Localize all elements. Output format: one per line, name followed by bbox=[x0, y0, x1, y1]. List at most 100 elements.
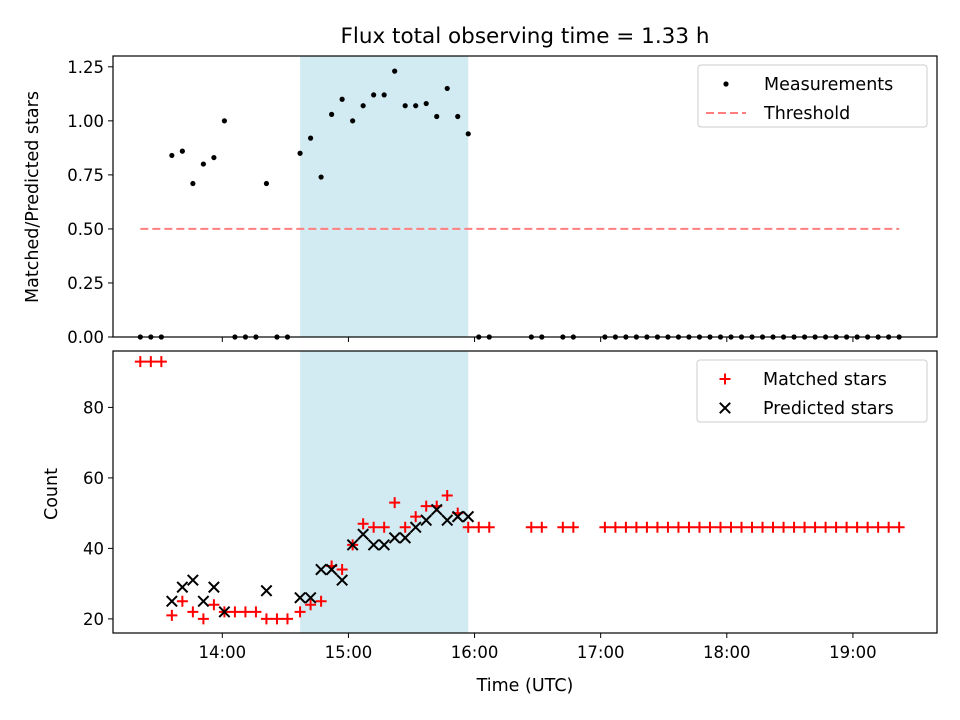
data-point bbox=[378, 521, 390, 533]
data-point bbox=[883, 521, 895, 533]
data-point bbox=[609, 521, 621, 533]
data-point bbox=[683, 521, 695, 533]
data-point bbox=[208, 599, 220, 611]
legend-marker bbox=[719, 373, 731, 385]
data-point bbox=[294, 591, 306, 604]
data-point bbox=[229, 606, 241, 618]
legend: Matched stars Predicted stars bbox=[696, 359, 928, 423]
data-point bbox=[620, 521, 632, 533]
data-point bbox=[165, 595, 178, 608]
legend-box bbox=[697, 64, 928, 128]
data-point bbox=[778, 521, 790, 533]
data-point bbox=[465, 131, 471, 137]
data-point bbox=[315, 563, 328, 576]
data-point bbox=[260, 613, 272, 625]
top-panel: 0.00 0.25 0.50 0.75 1.00 1.25 Measurements Thre… bbox=[67, 55, 938, 347]
data-point bbox=[599, 521, 611, 533]
data-point bbox=[197, 613, 209, 625]
legend: Measurements Threshold bbox=[697, 64, 928, 128]
data-point bbox=[190, 180, 196, 187]
data-point bbox=[473, 521, 485, 533]
data-point bbox=[830, 521, 842, 533]
data-point bbox=[392, 68, 398, 74]
data-point bbox=[304, 591, 317, 604]
y-tick-label: 0.75 bbox=[67, 166, 104, 185]
data-point bbox=[263, 180, 270, 187]
data-point bbox=[430, 503, 443, 516]
data-point bbox=[567, 521, 579, 533]
data-point bbox=[462, 510, 475, 523]
series-matched-stars bbox=[134, 356, 905, 625]
data-point bbox=[169, 152, 175, 159]
data-point bbox=[187, 606, 199, 618]
y-tick-label: 1.00 bbox=[67, 112, 104, 131]
data-point bbox=[872, 521, 884, 533]
data-point bbox=[536, 521, 548, 533]
data-point bbox=[746, 521, 758, 533]
axes-frame bbox=[112, 350, 938, 634]
series-predicted-stars bbox=[165, 503, 475, 618]
data-point bbox=[186, 574, 199, 587]
legend-box bbox=[696, 359, 928, 423]
data-point bbox=[318, 174, 324, 180]
data-point bbox=[381, 92, 387, 98]
bottom-y-axis-label: Count bbox=[42, 468, 62, 520]
legend-label: Measurements bbox=[764, 75, 893, 95]
data-point bbox=[420, 514, 433, 527]
data-point bbox=[315, 595, 327, 607]
data-point bbox=[483, 521, 495, 533]
data-point bbox=[444, 85, 450, 92]
data-point bbox=[281, 613, 293, 625]
data-point bbox=[218, 605, 231, 618]
data-point bbox=[360, 103, 366, 109]
data-point bbox=[851, 521, 863, 533]
data-point bbox=[841, 521, 853, 533]
x-tick-label: 16:00 bbox=[451, 643, 499, 662]
data-point bbox=[441, 490, 453, 502]
data-point bbox=[714, 521, 726, 533]
data-point bbox=[155, 356, 167, 368]
data-point bbox=[651, 521, 663, 533]
data-point bbox=[525, 521, 537, 533]
data-point bbox=[339, 96, 345, 102]
data-point bbox=[336, 564, 348, 576]
y-tick-label: 40 bbox=[83, 539, 104, 558]
data-point bbox=[799, 521, 811, 533]
data-point bbox=[200, 161, 206, 167]
data-point bbox=[307, 135, 314, 141]
data-point bbox=[350, 118, 356, 124]
data-point bbox=[221, 118, 228, 124]
data-point bbox=[413, 103, 419, 109]
data-point bbox=[410, 511, 422, 523]
data-point bbox=[704, 521, 716, 533]
data-point bbox=[197, 595, 210, 608]
data-point bbox=[388, 531, 401, 544]
y-tick-label: 0.25 bbox=[67, 274, 104, 293]
x-tick-label: 19:00 bbox=[829, 643, 877, 662]
data-point bbox=[725, 521, 737, 533]
y-tick-label: 80 bbox=[83, 398, 104, 417]
y-tick-label: 60 bbox=[83, 469, 104, 488]
data-point bbox=[357, 528, 370, 541]
data-point bbox=[809, 521, 821, 533]
data-point bbox=[305, 599, 317, 611]
data-point bbox=[862, 521, 874, 533]
legend-marker bbox=[723, 81, 729, 87]
y-tick-label: 1.25 bbox=[67, 58, 104, 77]
data-point bbox=[176, 581, 189, 594]
data-point bbox=[757, 521, 769, 533]
data-point bbox=[176, 595, 188, 607]
data-point bbox=[630, 521, 642, 533]
data-point bbox=[462, 521, 474, 533]
data-point bbox=[662, 521, 674, 533]
data-point bbox=[557, 521, 569, 533]
data-point bbox=[271, 613, 283, 625]
data-point bbox=[399, 531, 412, 544]
bottom-panel: 20 40 60 80 14:00 15:00 16:00 17:00 18:00 19:00 Ma… bbox=[83, 350, 938, 662]
data-point bbox=[641, 521, 653, 533]
x-tick-label: 18:00 bbox=[703, 643, 751, 662]
data-point bbox=[423, 100, 429, 107]
data-point bbox=[402, 103, 408, 109]
y-tick-label: 0.50 bbox=[67, 220, 104, 239]
